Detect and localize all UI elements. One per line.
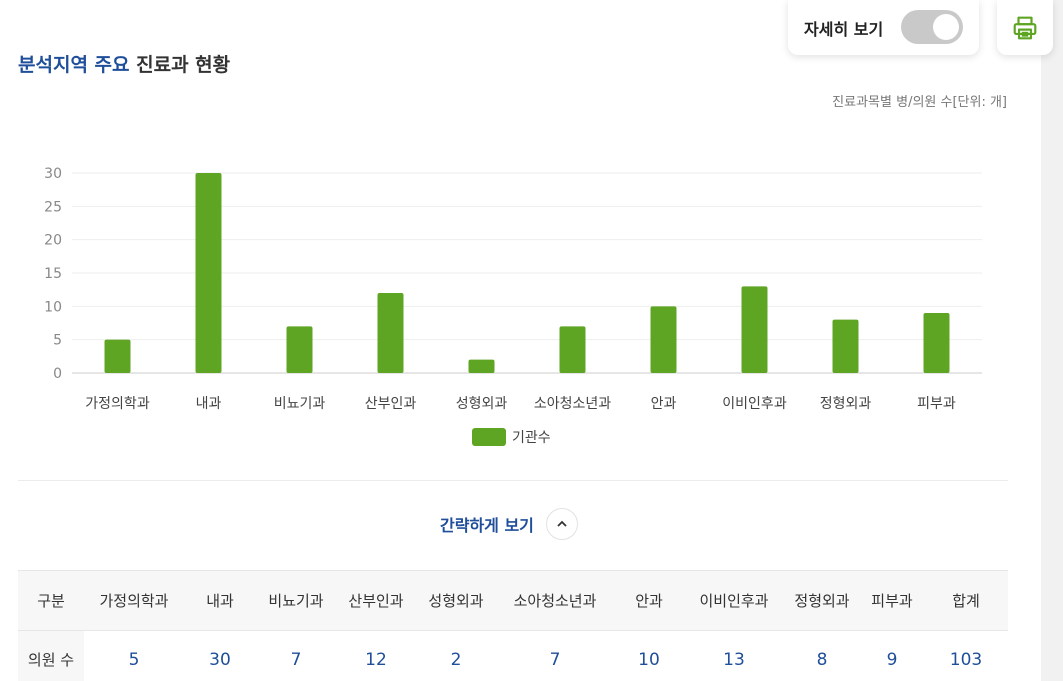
table-header-cell: 구분 (18, 570, 84, 631)
table-cell: 103 (924, 630, 1008, 681)
x-tick-label: 이비인후과 (722, 396, 787, 412)
table-cell: 7 (496, 630, 614, 681)
page-title-rest: 진료과 현황 (136, 54, 231, 76)
chevron-up-icon (557, 520, 567, 527)
y-tick-label: 10 (44, 299, 62, 315)
bar (468, 359, 495, 373)
y-tick-label: 0 (53, 366, 62, 382)
y-tick-label: 25 (44, 199, 62, 215)
table-header-cell: 내과 (184, 570, 256, 631)
page-title-strong: 분석지역 주요 (18, 54, 130, 76)
table-cell: 30 (184, 630, 256, 681)
data-table: 구분 가정의학과 내과 비뇨기과 산부인과 성형외과 소아청소년과 안과 이비인… (18, 570, 1008, 681)
printer-icon (1013, 16, 1037, 39)
bar (104, 339, 131, 373)
x-tick-label: 내과 (196, 396, 222, 412)
table-cell: 7 (256, 630, 336, 681)
table-header-cell: 정형외과 (784, 570, 860, 631)
x-tick-label: 안과 (651, 396, 677, 412)
x-tick-label: 소아청소년과 (534, 396, 611, 412)
x-tick-label: 성형외과 (456, 396, 508, 412)
divider (18, 480, 1008, 481)
unit-note: 진료과목별 병/의원 수[단위: 개] (832, 95, 1007, 110)
scrollbar[interactable] (1041, 0, 1063, 681)
table-header-cell: 소아청소년과 (496, 570, 614, 631)
detail-toggle-label: 자세히 보기 (804, 19, 884, 39)
y-tick-label: 30 (44, 166, 62, 182)
table-header-cell: 가정의학과 (84, 570, 184, 631)
x-tick-label: 가정의학과 (85, 396, 150, 412)
legend-swatch (472, 428, 506, 446)
x-tick-label: 산부인과 (365, 396, 417, 412)
bar (832, 319, 859, 373)
table-cell: 10 (614, 630, 684, 681)
collapse-toggle-label[interactable]: 간략하게 보기 (440, 516, 534, 535)
table-header-cell: 산부인과 (336, 570, 416, 631)
page-title: 분석지역 주요 진료과 현황 (18, 50, 230, 77)
table-row-label: 의원 수 (18, 630, 84, 681)
table-header-cell: 성형외과 (416, 570, 496, 631)
y-tick-label: 20 (44, 233, 62, 249)
x-tick-label: 비뇨기과 (274, 396, 326, 412)
x-tick-label: 피부과 (917, 396, 956, 412)
table-header-cell: 피부과 (860, 570, 924, 631)
legend-label: 기관수 (512, 430, 551, 446)
table-cell: 9 (860, 630, 924, 681)
bar (286, 326, 313, 373)
bar (923, 313, 950, 373)
collapse-toggle[interactable]: 간략하게 보기 (440, 508, 578, 540)
table-cell: 12 (336, 630, 416, 681)
table-header-cell: 비뇨기과 (256, 570, 336, 631)
table-header-row: 구분 가정의학과 내과 비뇨기과 산부인과 성형외과 소아청소년과 안과 이비인… (18, 570, 1008, 631)
print-button[interactable] (997, 0, 1053, 55)
table-header-cell: 안과 (614, 570, 684, 631)
bar (377, 293, 404, 373)
y-tick-label: 15 (44, 266, 62, 282)
collapse-toggle-button[interactable] (545, 508, 578, 540)
table-cell: 5 (84, 630, 184, 681)
bar (650, 306, 677, 373)
table-header-cell: 이비인후과 (684, 570, 784, 631)
table-cell: 8 (784, 630, 860, 681)
table-cell: 2 (416, 630, 496, 681)
toggle-knob (933, 14, 959, 40)
table-header-cell: 합계 (924, 570, 1008, 631)
bar-chart: 0 5 10 15 20 25 30 가정의학과 내과 비뇨기과 산부인과 성형외과 소아청소년과 안과 이… (44, 166, 982, 446)
x-tick-label: 정형외과 (820, 396, 872, 412)
bar (195, 173, 222, 373)
bar (741, 286, 768, 373)
bar (559, 326, 586, 373)
y-tick-label: 5 (53, 333, 62, 349)
detail-toggle-switch[interactable] (901, 10, 963, 44)
table-cell: 13 (684, 630, 784, 681)
detail-toggle-card: 자세히 보기 (788, 0, 979, 55)
table-row: 의원 수 5 30 7 12 2 7 10 13 8 9 103 (18, 630, 1008, 681)
